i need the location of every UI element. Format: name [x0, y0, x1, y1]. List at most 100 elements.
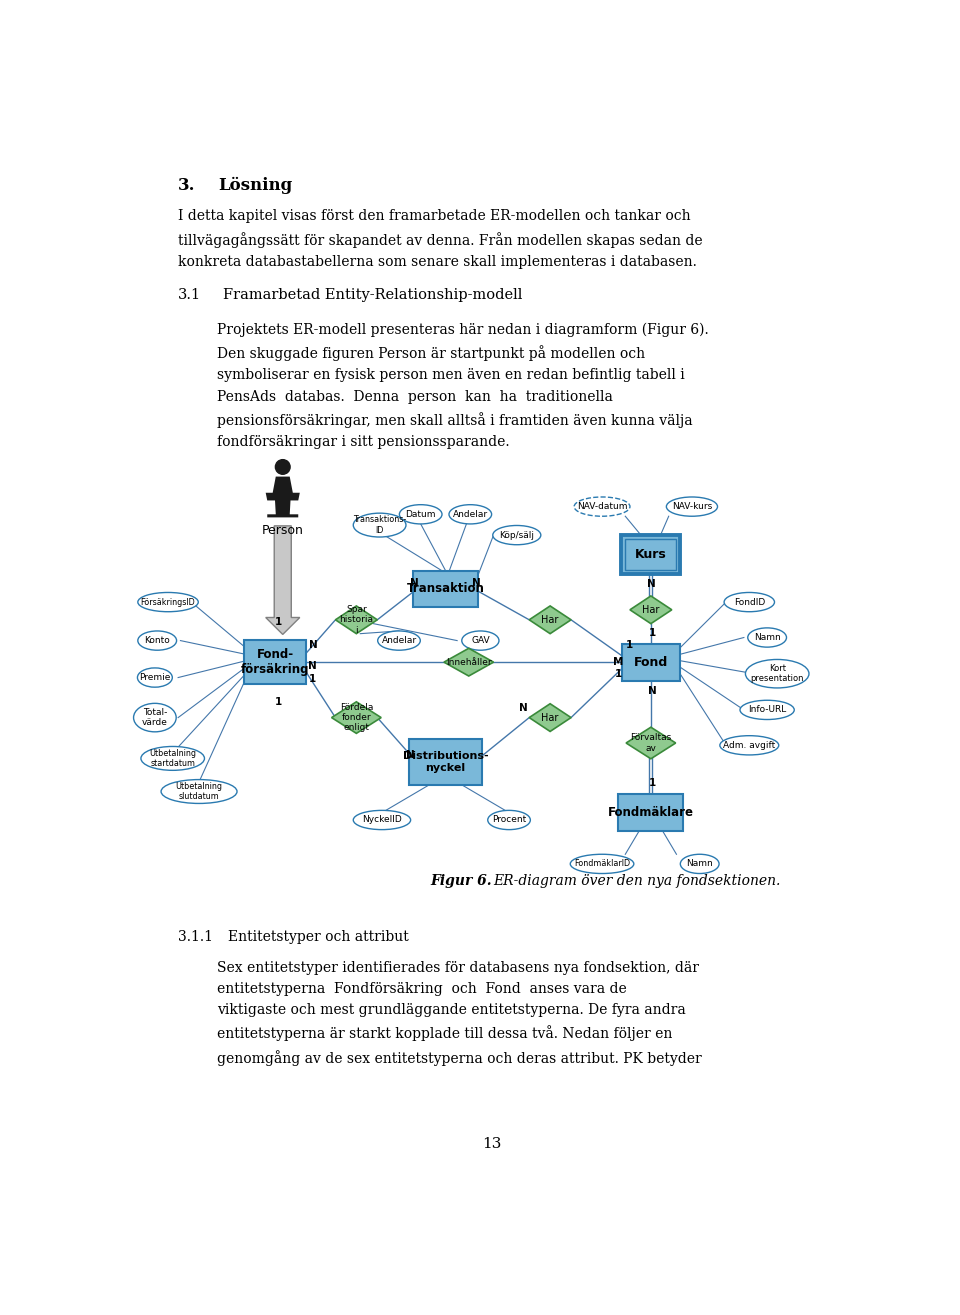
Text: 1: 1 — [276, 617, 282, 627]
Polygon shape — [444, 648, 493, 676]
Text: I detta kapitel visas först den framarbetade ER-modellen och tankar och
tillväga: I detta kapitel visas först den framarbe… — [179, 209, 703, 268]
FancyBboxPatch shape — [413, 571, 478, 608]
Text: Namn: Namn — [686, 860, 713, 868]
Text: Förvaltas
av: Förvaltas av — [631, 734, 671, 752]
Text: Total-
värde: Total- värde — [142, 707, 168, 727]
Text: Sex entitetstyper identifierades för databasens nya fondsektion, där
entitetstyp: Sex entitetstyper identifierades för dat… — [217, 961, 702, 1065]
Polygon shape — [266, 526, 300, 634]
Text: Kort
presentation: Kort presentation — [751, 664, 804, 684]
FancyBboxPatch shape — [622, 643, 680, 681]
Text: Fond: Fond — [634, 656, 668, 668]
Text: 1: 1 — [649, 627, 656, 638]
Text: 1: 1 — [626, 640, 633, 650]
Text: Transaktions-
ID: Transaktions- ID — [353, 515, 406, 535]
Text: N: N — [518, 704, 527, 713]
Text: Figur 6.: Figur 6. — [430, 874, 492, 888]
Text: NAV-datum: NAV-datum — [577, 502, 627, 512]
Text: Person: Person — [262, 523, 303, 537]
Text: Info-URL: Info-URL — [748, 705, 786, 714]
Text: Andelar: Andelar — [453, 510, 488, 519]
Ellipse shape — [141, 747, 204, 771]
Text: Andelar: Andelar — [381, 636, 417, 646]
Ellipse shape — [748, 627, 786, 647]
Text: NAV-kurs: NAV-kurs — [672, 502, 712, 512]
Text: 1: 1 — [276, 697, 282, 707]
Text: Datum: Datum — [405, 510, 436, 519]
FancyBboxPatch shape — [618, 794, 684, 831]
Text: Köp/sälj: Köp/sälj — [499, 530, 535, 539]
Ellipse shape — [745, 659, 809, 688]
Text: 1: 1 — [649, 778, 656, 788]
Text: FondmäklarID: FondmäklarID — [574, 860, 630, 868]
FancyBboxPatch shape — [409, 739, 482, 785]
Polygon shape — [266, 476, 300, 517]
Text: 1: 1 — [308, 675, 316, 684]
Text: 3.1: 3.1 — [179, 288, 202, 302]
Text: 3.1.1: 3.1.1 — [179, 930, 213, 944]
Text: Adm. avgift: Adm. avgift — [723, 740, 776, 750]
Text: N: N — [646, 579, 656, 589]
FancyBboxPatch shape — [621, 535, 681, 573]
Text: NyckelID: NyckelID — [362, 815, 402, 825]
Ellipse shape — [492, 526, 540, 544]
Text: FörsäkringsID: FörsäkringsID — [141, 597, 196, 606]
Ellipse shape — [724, 593, 775, 611]
Ellipse shape — [449, 505, 492, 523]
Text: N: N — [472, 577, 481, 588]
Ellipse shape — [574, 497, 630, 517]
Text: 3.: 3. — [179, 178, 196, 195]
Text: Namn: Namn — [754, 633, 780, 642]
Ellipse shape — [488, 810, 530, 830]
Polygon shape — [529, 704, 571, 731]
FancyBboxPatch shape — [625, 539, 677, 569]
Text: ER-diagram över den nya fondsektionen.: ER-diagram över den nya fondsektionen. — [493, 874, 780, 888]
Text: Distributions-
nyckel: Distributions- nyckel — [402, 751, 489, 773]
Ellipse shape — [462, 631, 499, 650]
Ellipse shape — [740, 701, 794, 719]
Text: Har: Har — [541, 713, 559, 722]
Text: Entitetstyper och attribut: Entitetstyper och attribut — [228, 930, 409, 944]
Text: Fond-
försäkring: Fond- försäkring — [241, 648, 309, 676]
Circle shape — [276, 460, 290, 475]
Text: Spar
historia
i: Spar historia i — [340, 605, 373, 635]
Polygon shape — [331, 702, 381, 734]
Text: 13: 13 — [482, 1137, 502, 1151]
Text: Procent: Procent — [492, 815, 526, 825]
Ellipse shape — [666, 497, 717, 517]
Text: Lösning: Lösning — [219, 178, 293, 195]
Text: N: N — [308, 661, 317, 671]
Ellipse shape — [570, 855, 634, 873]
Ellipse shape — [377, 631, 420, 650]
Polygon shape — [626, 727, 676, 759]
Polygon shape — [335, 606, 377, 634]
Text: Har: Har — [642, 605, 660, 615]
Text: Premie: Premie — [139, 673, 171, 682]
Text: Innehåller: Innehåller — [446, 658, 492, 667]
Text: N: N — [410, 577, 419, 588]
Ellipse shape — [137, 668, 172, 688]
Ellipse shape — [161, 780, 237, 803]
Ellipse shape — [399, 505, 442, 523]
Text: N: N — [648, 686, 657, 697]
Text: FondID: FondID — [733, 597, 765, 606]
Ellipse shape — [138, 631, 177, 650]
Ellipse shape — [681, 855, 719, 873]
Text: N: N — [406, 750, 415, 760]
FancyBboxPatch shape — [245, 640, 305, 685]
Text: Konto: Konto — [144, 636, 170, 646]
Text: GAV: GAV — [471, 636, 490, 646]
Ellipse shape — [720, 735, 779, 755]
Polygon shape — [529, 606, 571, 634]
Ellipse shape — [133, 704, 177, 732]
Polygon shape — [630, 596, 672, 623]
Text: 1: 1 — [614, 669, 622, 679]
Ellipse shape — [138, 593, 199, 611]
Text: Har: Har — [541, 615, 559, 625]
Text: Transaktion: Transaktion — [407, 583, 485, 596]
Text: Fondmäklare: Fondmäklare — [608, 806, 694, 819]
Text: Utbetalning
slutdatum: Utbetalning slutdatum — [176, 782, 223, 801]
Text: M: M — [613, 658, 623, 667]
Text: N: N — [309, 640, 318, 650]
Ellipse shape — [353, 513, 406, 537]
Text: Framarbetad Entity-Relationship-modell: Framarbetad Entity-Relationship-modell — [223, 288, 522, 302]
